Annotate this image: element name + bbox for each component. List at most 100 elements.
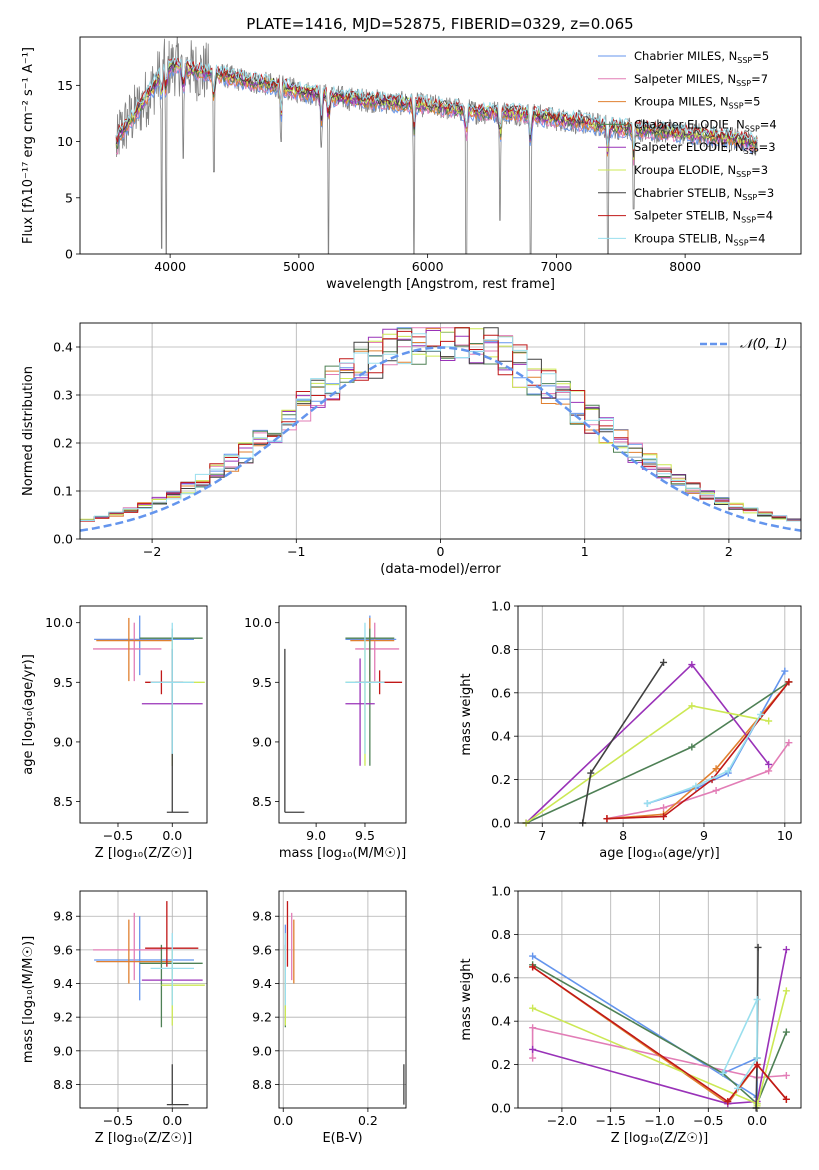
weight-marker <box>660 804 668 812</box>
weight-marker <box>529 1054 537 1062</box>
y-tick-label: 1.0 <box>491 599 511 614</box>
x-tick-label: 0.0 <box>162 1113 182 1128</box>
weight-series <box>529 963 790 1105</box>
x-tick-label: −0.5 <box>103 828 133 843</box>
y-tick-label: 9.0 <box>53 1043 73 1058</box>
y-tick-label: 0.6 <box>491 685 511 700</box>
y-axis-label: mass [log₁₀(M/M☉)] <box>21 936 36 1063</box>
data-point <box>284 648 305 813</box>
mass-vs-metallicity-panel: −0.5 0.0 8.8 9.0 9.2 9.4 9.6 9.8 Z [log₁₀(Z/Z☉)]… <box>21 890 208 1146</box>
x-tick-label: 0 <box>437 544 445 559</box>
massweight-vs-age-panel: 7 8 9 10 0.0 0.2 0.4 0.6 0.8 1.0 age [log₁₀(age/yr… <box>459 599 802 861</box>
y-tick-label: 0.6 <box>491 970 511 985</box>
ticks: −0.5 0.0 8.8 9.0 9.2 9.4 9.6 9.8 <box>53 909 182 1128</box>
y-tick-label: 0.0 <box>491 1101 511 1116</box>
x-tick-label: 4000 <box>154 259 186 274</box>
weight-marker <box>782 1095 790 1103</box>
weight-marker <box>782 946 790 954</box>
legend: 𝒩(0, 1) <box>700 337 787 352</box>
weight-marker <box>765 767 773 775</box>
axes-frame <box>79 605 208 824</box>
y-tick-label: 8.8 <box>252 1077 272 1092</box>
weight-line <box>531 1026 787 1079</box>
weight-line <box>606 681 790 820</box>
normal-curve <box>79 346 802 532</box>
y-axis-label: mass weight <box>459 673 474 755</box>
y-tick-label: 0.8 <box>491 927 511 942</box>
weight-line <box>647 714 762 805</box>
residuals-panel: −2 −1 0 1 2 0.0 0.1 0.2 0.3 0.4 (data-model)/error… <box>21 322 802 577</box>
weight-marker <box>781 667 789 675</box>
x-tick-label: 0.2 <box>358 1113 378 1128</box>
x-tick-label: −1.0 <box>644 1113 674 1128</box>
y-axis-label: age [log₁₀(age/yr)] <box>21 654 36 775</box>
axes-frame <box>517 605 802 824</box>
x-axis-label: age [log₁₀(age/yr)] <box>599 846 720 861</box>
ticks: −2.0 −1.5 −1.0 −0.5 0.0 0.0 0.2 0.4 0.6 0.8 1.0 <box>491 884 767 1129</box>
x-axis-label: wavelength [Angstrom, rest frame] <box>326 277 555 292</box>
y-tick-label: 0.1 <box>53 484 73 499</box>
figure-title: PLATE=1416, MJD=52875, FIBERID=0329, z=0… <box>246 15 633 33</box>
legend-label: 𝒩(0, 1) <box>740 337 787 352</box>
y-tick-label: 8.8 <box>53 1077 73 1092</box>
weight-line <box>532 949 788 1105</box>
x-tick-label: 7000 <box>540 259 572 274</box>
y-tick-label: 8.5 <box>252 794 272 809</box>
y-tick-label: 0.8 <box>491 642 511 657</box>
weight-series <box>603 678 793 823</box>
axes-frame <box>517 890 802 1109</box>
weight-line <box>532 966 788 1103</box>
gridlines <box>80 891 207 1108</box>
legend-label: Kroupa STELIB, NSSP=4 <box>634 231 765 247</box>
weight-marker <box>785 678 793 686</box>
x-tick-label: 1 <box>581 544 589 559</box>
weight-series <box>719 996 761 1092</box>
y-tick-label: 9.6 <box>53 942 73 957</box>
legend-label: Chabrier STELIB, NSSP=3 <box>634 186 774 202</box>
y-tick-label: 0.3 <box>53 388 73 403</box>
data-point <box>166 648 189 813</box>
ticks: −0.5 0.0 8.5 9.0 9.5 10.0 <box>45 615 182 843</box>
plot-area <box>115 37 758 254</box>
legend: Chabrier MILES, NSSP=5 Salpeter MILES, NS… <box>598 49 777 247</box>
y-tick-label: 9.0 <box>252 1043 272 1058</box>
x-axis-label: Z [log₁₀(Z/Z☉)] <box>95 846 192 861</box>
axes-frame <box>79 322 802 540</box>
data-point <box>345 622 385 754</box>
plot-area <box>522 658 793 827</box>
x-tick-label: −1 <box>287 544 305 559</box>
weight-marker <box>785 739 793 747</box>
plot-area <box>79 327 802 539</box>
y-tick-label: 8.5 <box>53 794 73 809</box>
y-tick-label: 9.4 <box>53 976 73 991</box>
x-tick-label: 5000 <box>283 259 315 274</box>
weight-line <box>722 999 758 1089</box>
data-point <box>150 622 194 754</box>
weight-marker <box>724 767 732 775</box>
model-spectrum <box>115 58 758 151</box>
plot-area <box>93 901 205 1106</box>
y-tick-label: 9.4 <box>252 976 272 991</box>
x-tick-label: 0.0 <box>162 828 182 843</box>
model-spectrum <box>115 56 758 150</box>
legend-label: Chabrier ELODIE, NSSP=4 <box>634 117 777 133</box>
weight-marker <box>692 782 700 790</box>
x-tick-label: −2 <box>143 544 161 559</box>
y-axis-label: Flux [fλ10⁻¹⁷ erg cm⁻² s⁻¹ A⁻¹] <box>21 47 36 244</box>
y-tick-label: 0 <box>65 247 73 262</box>
data-point <box>93 912 162 981</box>
x-tick-label: 9.0 <box>306 828 326 843</box>
data-point <box>96 617 173 682</box>
data-point <box>150 933 194 1006</box>
y-tick-label: 0.2 <box>53 436 73 451</box>
weight-marker <box>529 1045 537 1053</box>
weight-marker <box>529 1004 537 1012</box>
y-tick-label: 9.6 <box>252 942 272 957</box>
spectrum-panel: 4000 5000 6000 7000 8000 0 5 10 15 wavelength [An… <box>21 36 802 292</box>
weight-marker <box>782 987 790 995</box>
weight-series <box>529 1024 790 1082</box>
x-tick-label: −2.0 <box>547 1113 577 1128</box>
ticks: 7 8 9 10 0.0 0.2 0.4 0.6 0.8 1.0 <box>491 599 793 844</box>
x-tick-label: 9 <box>700 828 708 843</box>
